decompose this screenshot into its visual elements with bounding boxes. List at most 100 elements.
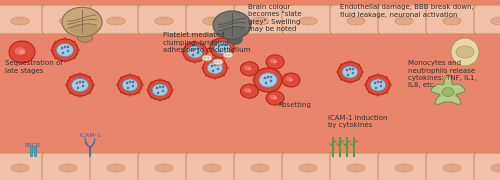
Ellipse shape (366, 75, 390, 95)
Ellipse shape (11, 17, 29, 25)
Ellipse shape (251, 17, 269, 25)
Ellipse shape (299, 17, 317, 25)
Ellipse shape (289, 79, 293, 81)
Circle shape (142, 84, 144, 86)
Ellipse shape (59, 164, 77, 172)
Ellipse shape (107, 164, 125, 172)
FancyBboxPatch shape (186, 5, 237, 34)
Ellipse shape (52, 39, 78, 61)
Ellipse shape (240, 84, 258, 98)
Circle shape (207, 57, 209, 59)
Ellipse shape (370, 79, 386, 91)
Circle shape (266, 76, 270, 78)
Circle shape (386, 76, 388, 79)
Circle shape (214, 64, 216, 66)
Circle shape (60, 47, 64, 49)
Circle shape (386, 91, 388, 94)
Circle shape (182, 51, 184, 53)
Circle shape (374, 82, 376, 84)
Ellipse shape (220, 27, 248, 38)
Circle shape (221, 36, 223, 39)
Ellipse shape (203, 164, 221, 172)
Circle shape (380, 81, 382, 83)
FancyBboxPatch shape (282, 153, 333, 180)
Circle shape (194, 40, 196, 43)
Circle shape (150, 96, 152, 98)
Circle shape (66, 46, 70, 48)
Ellipse shape (59, 17, 77, 25)
Ellipse shape (244, 88, 251, 93)
Ellipse shape (152, 84, 168, 96)
Ellipse shape (443, 164, 461, 172)
Circle shape (348, 68, 352, 70)
Circle shape (158, 86, 162, 88)
Ellipse shape (273, 60, 277, 63)
Circle shape (82, 85, 84, 87)
Circle shape (349, 60, 351, 63)
Circle shape (203, 58, 205, 60)
Circle shape (377, 73, 379, 76)
Circle shape (159, 99, 161, 102)
Ellipse shape (187, 46, 203, 58)
FancyBboxPatch shape (0, 153, 45, 180)
Circle shape (377, 94, 379, 97)
Ellipse shape (214, 42, 230, 54)
Ellipse shape (491, 17, 500, 25)
Circle shape (78, 81, 82, 83)
Circle shape (364, 84, 366, 86)
Circle shape (132, 81, 134, 83)
Ellipse shape (15, 47, 25, 55)
Ellipse shape (491, 164, 500, 172)
Ellipse shape (107, 17, 125, 25)
Ellipse shape (270, 95, 276, 100)
Circle shape (223, 59, 225, 62)
Circle shape (50, 49, 52, 51)
Ellipse shape (203, 58, 227, 78)
Ellipse shape (251, 164, 269, 172)
Ellipse shape (202, 55, 212, 61)
Circle shape (168, 82, 170, 84)
Circle shape (264, 82, 268, 84)
Circle shape (218, 50, 222, 52)
Ellipse shape (228, 34, 242, 44)
Ellipse shape (122, 79, 138, 91)
Ellipse shape (270, 58, 276, 63)
Circle shape (64, 37, 66, 40)
Circle shape (346, 74, 350, 76)
Ellipse shape (56, 43, 74, 57)
Circle shape (66, 50, 70, 52)
Circle shape (146, 89, 148, 91)
Circle shape (69, 92, 71, 94)
Circle shape (74, 57, 76, 59)
Circle shape (368, 91, 370, 94)
Text: Monocytes and
neutrophils release
cytokines: TNF, IL1,
IL8, etc.: Monocytes and neutrophils release cytoki… (408, 60, 477, 89)
Circle shape (376, 81, 380, 83)
Circle shape (230, 39, 232, 42)
Circle shape (218, 61, 220, 63)
Circle shape (194, 61, 196, 64)
Circle shape (270, 76, 272, 78)
Circle shape (159, 78, 161, 81)
FancyBboxPatch shape (426, 153, 477, 180)
Ellipse shape (67, 74, 93, 96)
Circle shape (221, 57, 223, 60)
Circle shape (270, 80, 272, 82)
Ellipse shape (213, 59, 223, 65)
FancyBboxPatch shape (378, 153, 429, 180)
Circle shape (358, 78, 360, 80)
Circle shape (234, 47, 235, 49)
Circle shape (362, 71, 364, 73)
Circle shape (64, 60, 66, 63)
Ellipse shape (286, 76, 292, 81)
Ellipse shape (223, 52, 233, 58)
Text: Brain colour
becomes "slate
grey". Swelling
may be noted: Brain colour becomes "slate grey". Swell… (248, 4, 302, 33)
Circle shape (256, 88, 258, 90)
Circle shape (128, 81, 132, 83)
Ellipse shape (282, 73, 300, 87)
Ellipse shape (62, 7, 102, 37)
Ellipse shape (19, 50, 25, 54)
Circle shape (79, 72, 81, 75)
Circle shape (205, 74, 207, 76)
Circle shape (282, 79, 284, 81)
Circle shape (223, 74, 225, 76)
